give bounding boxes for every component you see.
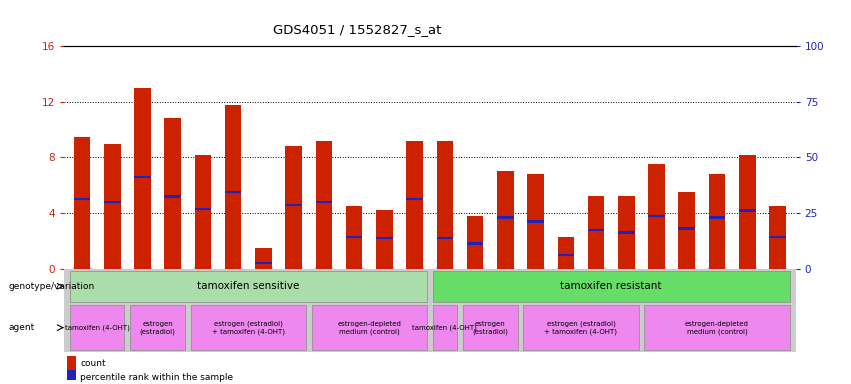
Text: estrogen
(estradiol): estrogen (estradiol) [140,321,175,335]
Bar [346,206,363,269]
Bar [67,370,76,384]
Bar [648,164,665,269]
Bar [557,253,574,256]
Bar [437,237,454,240]
Bar [769,235,785,238]
Text: tamoxifen (4-OHT): tamoxifen (4-OHT) [65,324,129,331]
Bar [255,262,271,265]
Bar [528,220,544,223]
Bar [467,216,483,269]
FancyBboxPatch shape [463,305,517,350]
Bar [769,206,785,269]
Text: count: count [80,359,106,368]
Bar [588,197,604,269]
Bar [739,209,756,212]
FancyBboxPatch shape [70,305,124,350]
Bar [285,204,302,206]
Bar [346,235,363,238]
Bar [164,195,181,198]
Text: genotype/variation: genotype/variation [9,282,95,291]
Bar [648,215,665,217]
Text: GDS4051 / 1552827_s_at: GDS4051 / 1552827_s_at [273,23,442,36]
Bar [618,197,635,269]
Bar [134,88,151,269]
FancyBboxPatch shape [130,305,185,350]
Bar [285,146,302,269]
Bar [588,228,604,231]
FancyBboxPatch shape [311,305,427,350]
Text: agent: agent [9,323,35,332]
Bar [406,198,423,200]
Bar [467,242,483,245]
Bar [497,216,514,218]
Bar [557,237,574,269]
Bar [104,144,121,269]
Bar [316,141,332,269]
FancyBboxPatch shape [191,305,306,350]
Bar [316,201,332,203]
Bar [406,141,423,269]
Bar [67,356,76,372]
Text: tamoxifen sensitive: tamoxifen sensitive [197,281,300,291]
FancyBboxPatch shape [644,305,790,350]
Bar [437,141,454,269]
Bar [376,210,392,269]
Text: tamoxifen (4-OHT): tamoxifen (4-OHT) [413,324,477,331]
Bar [709,174,725,269]
Bar [195,155,211,269]
Bar [739,155,756,269]
Bar [195,208,211,210]
Text: estrogen-depleted
medium (control): estrogen-depleted medium (control) [337,321,401,335]
Bar [225,191,242,194]
Text: estrogen (estradiol)
+ tamoxifen (4-OHT): estrogen (estradiol) + tamoxifen (4-OHT) [545,320,618,335]
Bar [528,174,544,269]
Text: estrogen
(estradiol): estrogen (estradiol) [472,321,508,335]
Bar [134,175,151,178]
Bar [104,201,121,203]
Text: percentile rank within the sample: percentile rank within the sample [80,373,233,382]
Bar [74,137,90,269]
Bar [225,104,242,269]
FancyBboxPatch shape [432,271,790,302]
Bar [164,118,181,269]
Text: tamoxifen resistant: tamoxifen resistant [561,281,662,291]
Bar [709,216,725,218]
Bar [376,237,392,240]
Bar [497,171,514,269]
Bar [74,198,90,200]
Bar [255,248,271,269]
FancyBboxPatch shape [432,305,457,350]
FancyBboxPatch shape [523,305,638,350]
Bar [678,192,695,269]
Bar [678,227,695,230]
Text: estrogen (estradiol)
+ tamoxifen (4-OHT): estrogen (estradiol) + tamoxifen (4-OHT) [212,320,285,335]
FancyBboxPatch shape [70,271,427,302]
Text: estrogen-depleted
medium (control): estrogen-depleted medium (control) [685,321,749,335]
Bar [618,231,635,234]
